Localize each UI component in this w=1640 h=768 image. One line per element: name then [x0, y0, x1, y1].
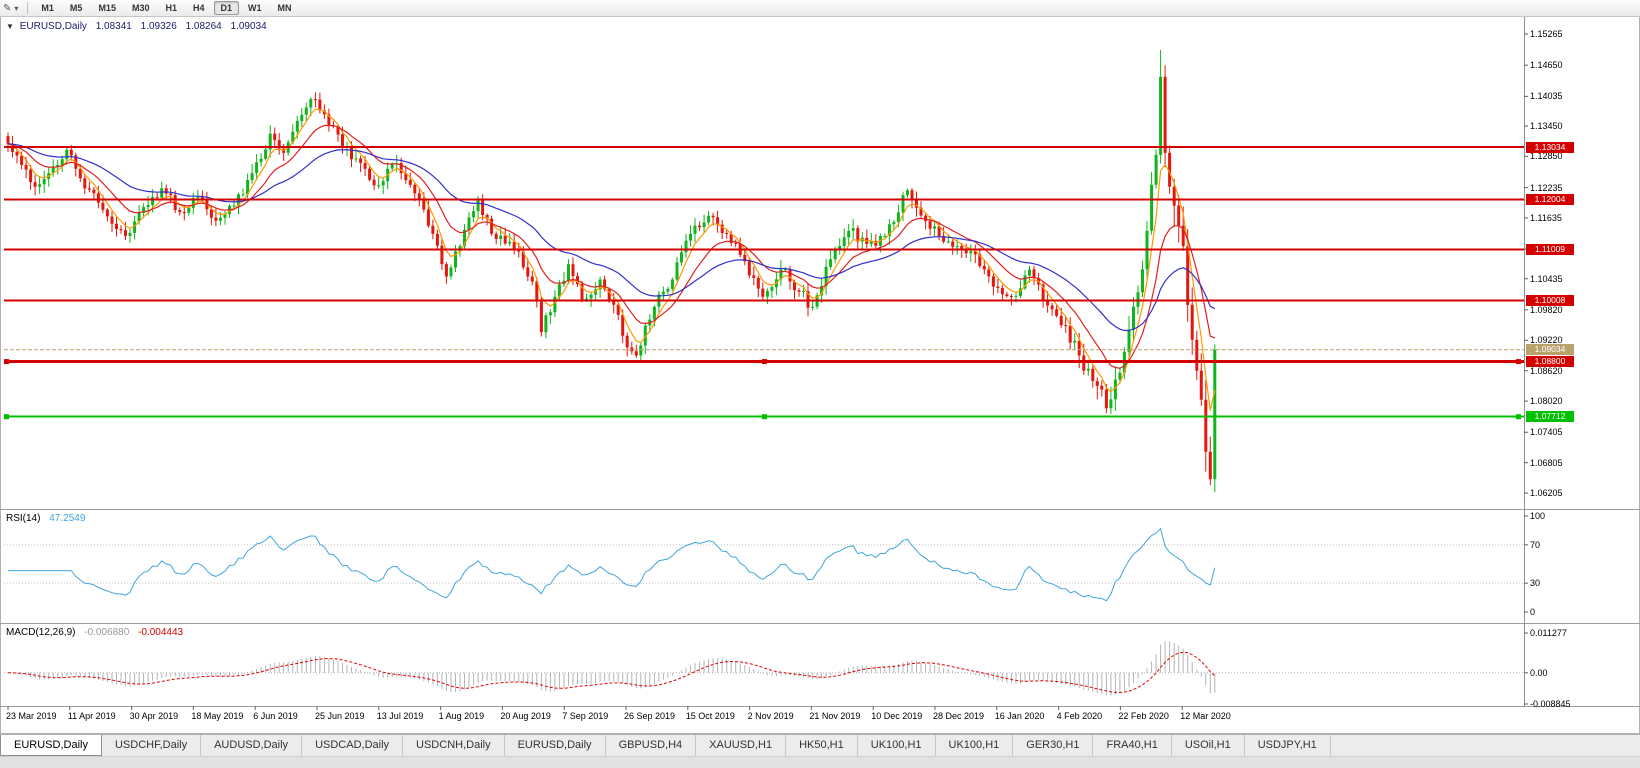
period-button-m15[interactable]: M15: [98, 3, 116, 13]
bull-candle-bodies: [38, 76, 1217, 480]
chart-tabs-bar: EURUSD,Daily USDCHF,Daily AUDUSD,Daily USDC…: [0, 734, 1640, 756]
bottom-scroll-strip[interactable]: [0, 756, 1640, 768]
chart-symbol-label: EURUSD,Daily: [19, 21, 87, 32]
period-button-m5[interactable]: M5: [69, 3, 83, 13]
macd-signal-value: -0.004443: [138, 627, 184, 638]
rsi-indicator-label: RSI(14) 47.2549: [6, 513, 85, 524]
macd-signal-line: [7, 651, 1216, 694]
ohlc-high-value: 1.09326: [140, 21, 177, 32]
bear-candle-bodies: [6, 76, 1212, 480]
period-button-h1[interactable]: H1: [165, 3, 177, 13]
dropdown-caret-icon[interactable]: ▾: [14, 3, 19, 13]
period-button-m1[interactable]: M1: [41, 3, 54, 13]
chart-title: ▼ EURUSD,Daily 1.08341 1.09326 1.08264 1…: [6, 21, 267, 32]
line-drag-handle[interactable]: [762, 414, 767, 420]
ohlc-open-value: 1.08341: [95, 21, 132, 32]
timeframe-toolbar: ✎ ▾ M1 M5 M15 M30 H1 H4 D1 W1 MN: [0, 0, 1640, 17]
moving-average-5: [7, 108, 1216, 411]
period-button-w1[interactable]: W1: [248, 3, 262, 13]
period-button-mn[interactable]: MN: [277, 3, 292, 13]
chart-tab-14[interactable]: USDJPY,H1: [1244, 735, 1331, 756]
chart-tab-2[interactable]: AUDUSD,Daily: [201, 735, 303, 756]
period-button-d1[interactable]: D1: [213, 1, 240, 15]
rsi-value: 47.2549: [49, 513, 86, 524]
moving-average-13: [7, 124, 1216, 369]
ohlc-close-value: 1.09034: [230, 21, 267, 32]
chart-tab-9[interactable]: UK100,H1: [857, 735, 936, 756]
toolbar-separator: [27, 2, 29, 14]
bull-candle-wicks: [39, 50, 1216, 493]
macd-histogram: [12, 641, 1216, 696]
line-drag-handle[interactable]: [4, 359, 9, 365]
chart-tab-0[interactable]: EURUSD,Daily: [0, 735, 102, 756]
macd-name: MACD(12,26,9): [6, 627, 76, 638]
chart-tab-3[interactable]: USDCAD,Daily: [302, 735, 404, 756]
chart-tab-13[interactable]: USOil,H1: [1171, 735, 1245, 756]
moving-average-34: [7, 143, 1216, 332]
chart-tab-7[interactable]: XAUUSD,H1: [696, 735, 787, 756]
line-drag-handle[interactable]: [762, 359, 767, 365]
chart-tab-1[interactable]: USDCHF,Daily: [101, 735, 202, 756]
line-drag-handle[interactable]: [1516, 359, 1521, 365]
chart-window-border: [0, 16, 1640, 734]
chart-tab-10[interactable]: UK100,H1: [935, 735, 1014, 756]
ohlc-low-value: 1.08264: [185, 21, 222, 32]
macd-indicator-label: MACD(12,26,9) -0.006880 -0.004443: [6, 627, 183, 638]
chart-tab-6[interactable]: GBPUSD,H4: [605, 735, 697, 756]
chart-tab-11[interactable]: GER30,H1: [1013, 735, 1094, 756]
chart-tab-8[interactable]: HK50,H1: [786, 735, 858, 756]
chart-tab-4[interactable]: USDCNH,Daily: [403, 735, 505, 756]
chart-collapse-icon[interactable]: ▼: [6, 22, 14, 31]
line-drag-handle[interactable]: [1516, 414, 1521, 420]
period-button-h4[interactable]: H4: [192, 3, 205, 13]
chart-tab-12[interactable]: FRA40,H1: [1093, 735, 1172, 756]
line-drag-handle[interactable]: [4, 414, 9, 420]
rsi-line: [8, 527, 1216, 602]
period-button-m30[interactable]: M30: [131, 3, 150, 13]
chart-tab-5[interactable]: EURUSD,Daily: [504, 735, 606, 756]
macd-main-value: -0.006880: [84, 627, 130, 638]
freehand-drawing-icon[interactable]: ✎: [3, 2, 12, 14]
rsi-name: RSI(14): [6, 513, 41, 524]
